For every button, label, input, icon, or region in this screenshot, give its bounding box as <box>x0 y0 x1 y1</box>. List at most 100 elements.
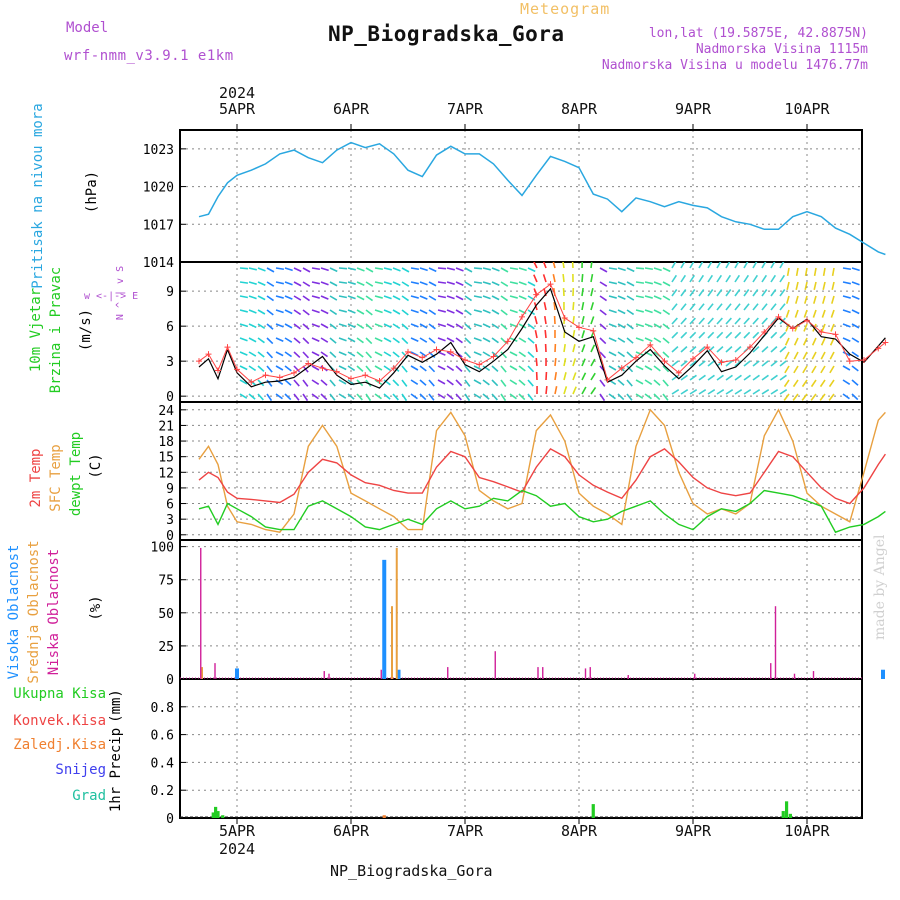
wind-direction-arrow <box>383 281 392 285</box>
wind-direction-arrow <box>842 309 851 314</box>
wind-direction-arrow <box>563 343 566 353</box>
wind-direction-arrow <box>527 281 536 287</box>
wind-direction-arrow <box>266 351 274 359</box>
wind-direction-arrow <box>761 346 769 353</box>
wind-direction-arrow <box>518 281 527 286</box>
top-year-label: 2024 <box>219 84 255 102</box>
wind-direction-arrow <box>239 309 248 313</box>
gust-marker <box>533 291 540 298</box>
wind-direction-arrow <box>734 274 741 283</box>
wind-direction-arrow <box>509 365 518 371</box>
wind-direction-arrow <box>491 393 498 401</box>
gust-marker <box>846 358 853 365</box>
wind-direction-arrow <box>581 344 586 353</box>
wind-direction-arrow <box>635 295 645 299</box>
gust-marker <box>196 358 202 365</box>
bottom-day-label: 7APR <box>447 822 484 840</box>
wind-direction-arrow <box>401 379 408 387</box>
y-tick-label: 9 <box>166 285 174 300</box>
wind-direction-arrow <box>410 267 420 271</box>
wind-direction-arrow <box>671 303 678 311</box>
gust-marker <box>215 367 221 374</box>
high_cloud-bar <box>396 669 401 679</box>
wind-direction-arrow <box>743 374 751 381</box>
gust-marker <box>618 365 625 372</box>
wind-direction-arrow <box>311 281 320 285</box>
wind-direction-arrow <box>563 372 567 381</box>
wind-direction-arrow <box>195 380 202 383</box>
total_precip-bar <box>784 801 789 818</box>
wind-direction-arrow <box>752 360 760 367</box>
wind-direction-arrow <box>284 379 292 386</box>
wind-direction-arrow <box>590 302 595 311</box>
wind-direction-arrow <box>222 338 230 339</box>
wind-direction-arrow <box>698 360 706 367</box>
wind-direction-arrow <box>293 393 300 401</box>
wind-direction-arrow <box>392 337 400 344</box>
wind-direction-arrow <box>446 281 455 285</box>
wind-direction-arrow <box>527 323 535 330</box>
gust-marker <box>447 348 454 355</box>
wind-direction-arrow <box>680 289 687 297</box>
wind-direction-arrow <box>302 351 310 359</box>
wind-direction-arrow <box>770 374 778 381</box>
wind-direction-arrow <box>752 388 761 395</box>
wind-direction-arrow <box>482 309 491 314</box>
wind-direction-arrow <box>231 324 239 325</box>
wind-direction-arrow <box>383 267 392 271</box>
wind-direction-arrow <box>810 393 817 401</box>
wind-direction-arrow <box>644 323 653 328</box>
wind-direction-arrow <box>626 379 633 387</box>
wind-direction-arrow <box>698 317 705 325</box>
wind-direction-arrow <box>446 379 454 386</box>
wind-direction-arrow <box>527 267 536 273</box>
wind-direction-arrow <box>266 281 275 287</box>
wind-direction-arrow <box>248 309 257 314</box>
wind-direction-arrow <box>581 330 586 339</box>
gust-marker <box>519 313 525 320</box>
wind-direction-arrow <box>320 267 329 272</box>
wind-direction-arrow <box>410 365 419 371</box>
wind-direction-arrow <box>599 309 607 316</box>
wind-direction-arrow <box>284 393 292 401</box>
wind-direction-arrow <box>329 295 338 301</box>
wind-direction-arrow <box>446 393 454 400</box>
wind-direction-arrow <box>590 358 596 367</box>
bottom-day-label: 10APR <box>784 822 830 840</box>
wind-direction-arrow <box>213 309 221 310</box>
wind-direction-arrow <box>293 337 301 344</box>
wind-direction-arrow <box>356 337 364 344</box>
wind-direction-arrow <box>707 303 714 311</box>
wind-direction-arrow <box>716 346 724 353</box>
wind-direction-arrow <box>338 393 347 399</box>
precip-axis-label: 1hr Precip <box>108 728 124 812</box>
wind-direction-arrow <box>365 281 374 287</box>
gust-marker <box>690 355 696 362</box>
wind-direction-arrow <box>842 351 851 357</box>
wind-direction-arrow <box>822 281 826 290</box>
gust-marker <box>775 313 782 320</box>
wind-direction-arrow <box>821 323 826 332</box>
wind-direction-arrow <box>500 281 509 287</box>
wind-direction-arrow <box>635 351 644 356</box>
gust-marker <box>348 375 354 382</box>
wind-direction-arrow <box>543 315 547 325</box>
wind-direction-arrow <box>257 351 265 358</box>
y-tick-label: 0 <box>166 390 174 405</box>
model-elevation-label: Nadmorska Visina u modelu 1476.77m <box>601 58 868 73</box>
wind-direction-arrow <box>392 323 401 330</box>
precipitation-frame <box>179 678 863 819</box>
mid-cloud-axis-label: Srednja Oblacnost <box>26 540 42 683</box>
wind-direction-arrow <box>698 289 705 297</box>
wind-direction-arrow <box>347 323 356 329</box>
wind-direction-arrow <box>329 351 337 359</box>
gust-marker <box>718 359 725 366</box>
wind-direction-arrow <box>617 379 625 386</box>
wind-direction-arrow <box>590 262 593 269</box>
elevation-label: Nadmorska Visina 1115m <box>695 42 868 57</box>
wind-direction-arrow <box>347 365 356 372</box>
wind-direction-arrow <box>302 309 310 316</box>
wind-direction-arrow <box>527 379 534 387</box>
wind-direction-arrow <box>347 281 356 285</box>
wind-direction-arrow <box>544 329 547 339</box>
